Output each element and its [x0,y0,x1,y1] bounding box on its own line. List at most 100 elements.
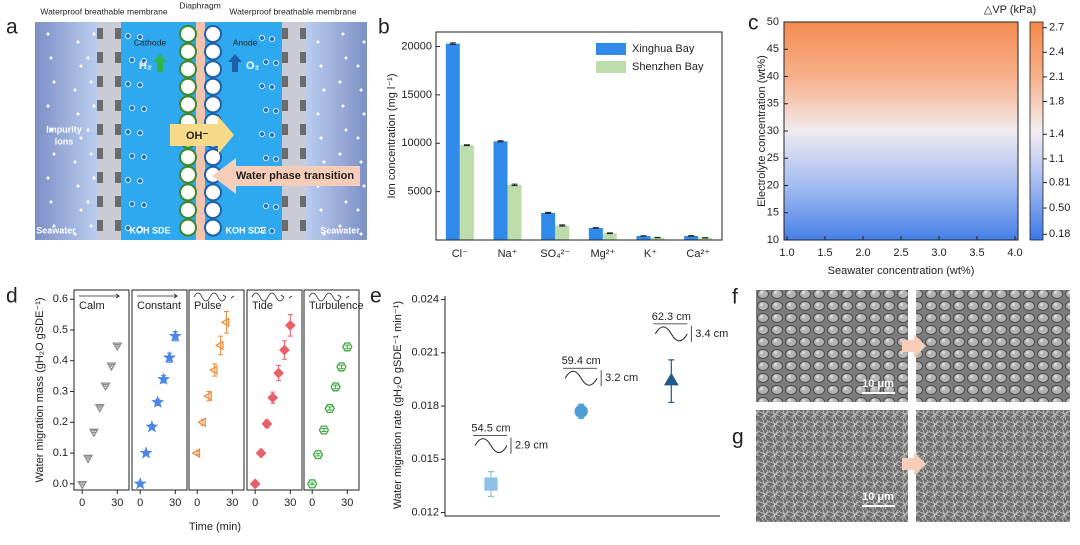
marker [575,405,587,417]
membrane-block [282,124,288,135]
x-tick-label: 30 [226,497,238,509]
sem-image [916,290,1070,402]
heat-cell [784,77,1018,105]
marker [280,346,289,355]
bubble [129,105,134,110]
colorbar-tick-label: 1.4 [1049,128,1064,140]
annotation: 59.4 cm [562,355,601,367]
x-tick-label: SO₄²⁻ [540,248,570,260]
y-tick-label: 20000 [401,40,432,52]
impurity [93,33,96,36]
legend-swatch [596,61,626,73]
electrode-bead [205,26,221,42]
bubble [269,84,274,89]
membrane-block [300,124,306,135]
impurity [363,41,366,44]
marker [257,449,266,458]
label: Waterproof breathable membrane [40,6,168,16]
y-tick-label: 15000 [401,89,432,101]
impurity [342,33,345,36]
marker [210,366,217,374]
electrode-bead [205,202,221,218]
label: KOH SDE [129,225,170,235]
impurity [80,65,83,68]
label: OH⁻ [186,130,209,142]
colorbar-tick-label: 0.50 [1049,202,1070,214]
bubble [125,177,130,182]
x-tick-label: 1.5 [817,247,832,259]
annotation: 3.2 cm [605,372,638,384]
impurity [90,153,93,156]
membrane-block [97,196,103,207]
colorbar-tick-label: 2.7 [1049,22,1064,34]
electrode-bead [180,184,196,200]
y-tick-label: 50 [767,16,779,28]
membrane-block [115,76,121,87]
y-tick-label: 20 [767,179,779,191]
membrane-block [97,52,103,63]
annotation: 62.3 cm [652,311,691,323]
impurity [90,225,93,228]
bubble [125,81,130,86]
membrane-block [97,76,103,87]
membrane-block [97,100,103,111]
label: Cathode [134,37,166,47]
membrane-block [115,220,121,231]
bubble [263,107,268,112]
error-bar [316,453,321,455]
label: O₂ [246,60,260,72]
impurity [363,185,366,188]
impurity [87,57,90,60]
subplot-title: Turbulence [309,300,364,312]
y-tick-label: 35 [767,98,779,110]
panel-label: f [732,286,738,309]
membrane-block [97,28,103,39]
colorbar-tick-label: 2.4 [1049,46,1064,58]
seawater-region [306,22,367,240]
membrane-block [300,196,306,207]
label: H₂ [139,60,152,72]
x-tick-label: 30 [169,497,181,509]
error-bar [339,365,344,369]
y-tick-label: 25 [767,152,779,164]
electrode-bead [180,96,196,112]
membrane-block [300,52,306,63]
error-bar [327,407,332,410]
bubble [259,83,264,88]
colorbar-tick-label: 1.1 [1049,153,1064,165]
label: Impurity [46,124,82,134]
x-tick-label: 0 [194,497,200,509]
y-tick-label: 0.6 [53,293,68,305]
membrane-block [300,148,306,159]
membrane-block [97,148,103,159]
impurity [360,161,363,164]
impurity [53,81,56,84]
impurity [357,137,360,140]
diagram: a Waterproof breathable membrane Diaphra… [6,0,367,240]
bubble [141,202,146,207]
panel-label: b [378,16,390,39]
marker [274,369,283,378]
colorbar-tick-label: 0.81 [1049,177,1070,189]
bar [446,44,460,240]
membrane-block [97,220,103,231]
x-tick-label: Ca²⁺ [686,248,710,260]
panel-label: e [370,285,382,308]
x-tick-label: 30 [341,497,353,509]
heat-cell [784,186,1018,214]
impurity [363,113,366,116]
marker [135,479,144,488]
marker [141,448,150,457]
impurity [339,81,342,84]
bubble [129,201,134,206]
colorbar-tick-label: 2.1 [1049,71,1064,83]
marker [485,478,497,490]
error-bar [345,345,350,349]
y-tick-label: 45 [767,43,779,55]
membrane-block [282,148,288,159]
y-tick-label: 15 [767,207,779,219]
